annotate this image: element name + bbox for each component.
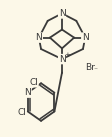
Text: N: N	[35, 33, 42, 42]
Text: Cl: Cl	[17, 108, 26, 117]
Text: N: N	[58, 9, 65, 18]
Text: N: N	[81, 33, 88, 42]
Text: +: +	[64, 52, 70, 58]
Text: Br: Br	[84, 63, 94, 72]
Text: N: N	[58, 55, 65, 64]
Text: Cl: Cl	[29, 78, 38, 87]
Text: ⁻: ⁻	[93, 65, 97, 74]
Text: N: N	[24, 88, 31, 97]
